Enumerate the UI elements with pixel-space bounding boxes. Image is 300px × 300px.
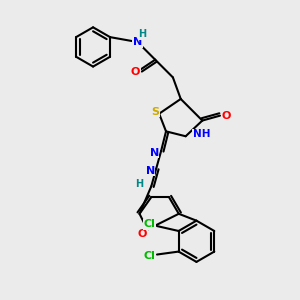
- Text: N: N: [133, 37, 142, 47]
- Text: O: O: [138, 230, 147, 239]
- Text: O: O: [221, 111, 231, 121]
- Text: N: N: [146, 166, 155, 176]
- Text: O: O: [131, 68, 140, 77]
- Text: NH: NH: [193, 129, 210, 139]
- Text: Cl: Cl: [143, 251, 155, 262]
- Text: S: S: [151, 107, 159, 117]
- Text: Cl: Cl: [143, 219, 155, 229]
- Text: H: H: [136, 179, 144, 189]
- Text: N: N: [150, 148, 159, 158]
- Text: H: H: [138, 29, 146, 39]
